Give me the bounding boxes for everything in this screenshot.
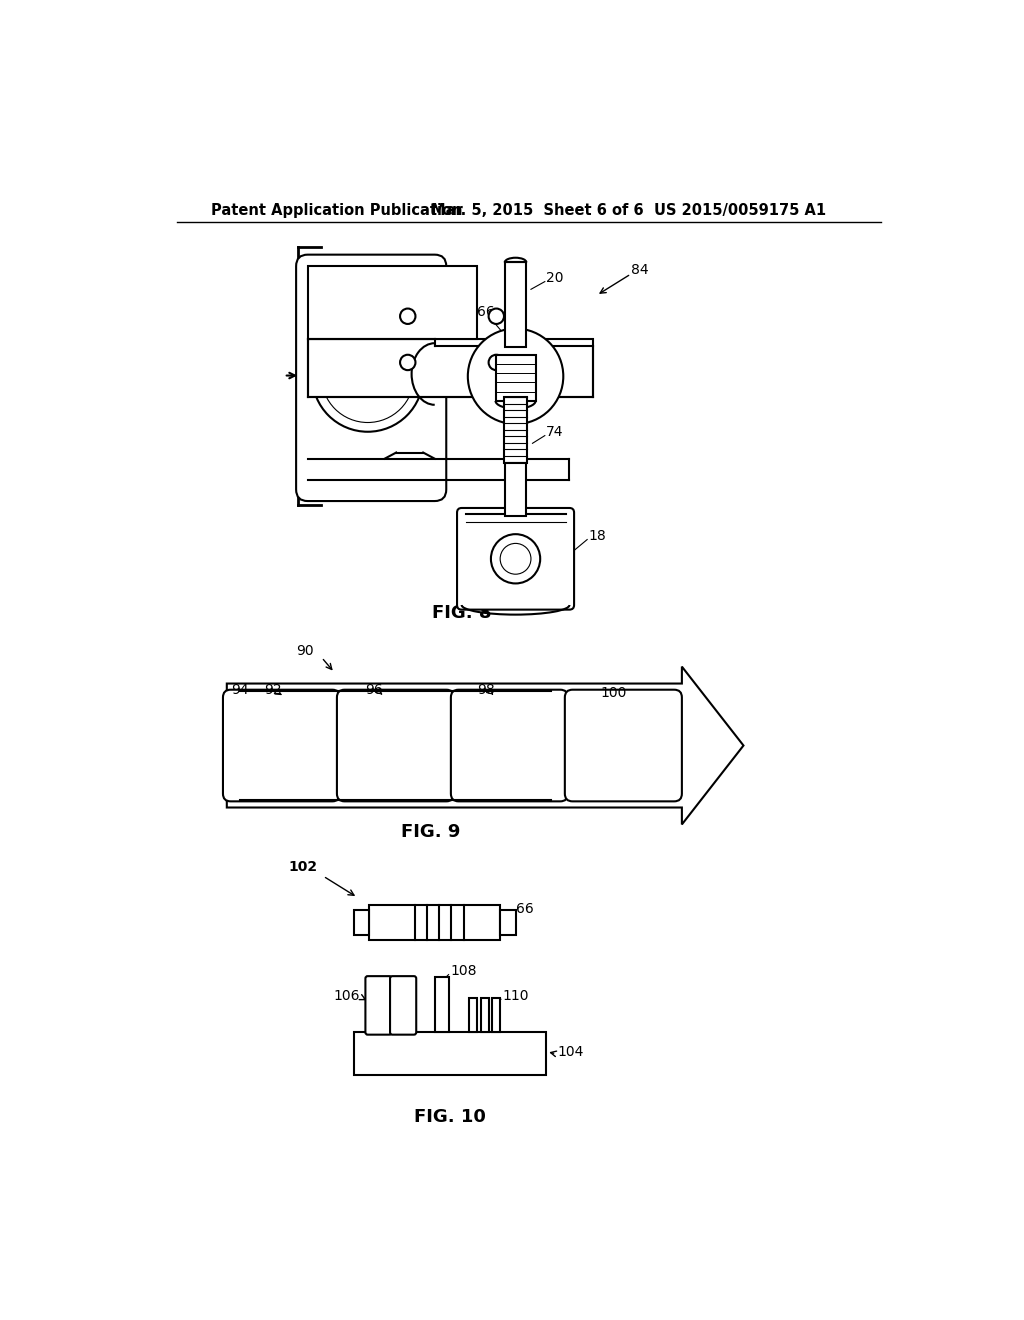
- Text: 96: 96: [366, 682, 383, 697]
- Bar: [493, 998, 500, 1032]
- Text: FIG. 9: FIG. 9: [401, 824, 461, 841]
- Text: 104: 104: [558, 1044, 585, 1059]
- Text: 92: 92: [264, 682, 282, 697]
- FancyBboxPatch shape: [337, 689, 454, 801]
- FancyBboxPatch shape: [390, 977, 416, 1035]
- Bar: [469, 998, 477, 1032]
- Circle shape: [400, 355, 416, 370]
- Bar: [504, 397, 527, 462]
- Circle shape: [500, 544, 531, 574]
- Text: FIG. 8: FIG. 8: [432, 603, 492, 622]
- FancyBboxPatch shape: [457, 508, 574, 610]
- Text: 106: 106: [333, 989, 359, 1003]
- Text: 100: 100: [600, 686, 627, 700]
- Text: Patent Application Publication: Patent Application Publication: [211, 203, 463, 218]
- Text: 94: 94: [230, 682, 248, 697]
- Circle shape: [312, 321, 423, 432]
- Bar: [505, 462, 526, 516]
- Bar: [354, 1032, 547, 1074]
- Text: 108: 108: [451, 964, 476, 978]
- Circle shape: [468, 329, 563, 424]
- Text: 66: 66: [515, 902, 534, 916]
- Text: FIG. 10: FIG. 10: [414, 1107, 486, 1126]
- FancyBboxPatch shape: [296, 255, 446, 502]
- Bar: [481, 998, 488, 1032]
- Bar: [500, 911, 515, 935]
- Bar: [370, 906, 500, 940]
- Text: 84: 84: [631, 263, 648, 277]
- Text: 74: 74: [547, 425, 564, 438]
- Polygon shape: [226, 667, 743, 825]
- Bar: [496, 355, 536, 401]
- Text: 70: 70: [578, 359, 595, 374]
- Text: 98: 98: [477, 682, 495, 697]
- Text: 102: 102: [289, 859, 317, 874]
- Bar: [505, 263, 526, 347]
- Circle shape: [400, 309, 416, 323]
- Circle shape: [488, 309, 504, 323]
- FancyBboxPatch shape: [451, 689, 568, 801]
- FancyBboxPatch shape: [223, 689, 340, 801]
- Text: 76: 76: [565, 379, 584, 392]
- Text: 66: 66: [477, 305, 495, 319]
- Bar: [435, 977, 449, 1032]
- Circle shape: [488, 355, 504, 370]
- Text: US 2015/0059175 A1: US 2015/0059175 A1: [654, 203, 826, 218]
- Text: Mar. 5, 2015  Sheet 6 of 6: Mar. 5, 2015 Sheet 6 of 6: [431, 203, 643, 218]
- Circle shape: [490, 535, 541, 583]
- Circle shape: [322, 330, 414, 422]
- FancyBboxPatch shape: [565, 689, 682, 801]
- FancyBboxPatch shape: [366, 977, 391, 1035]
- Bar: [307, 339, 593, 397]
- Text: 110: 110: [503, 989, 529, 1003]
- Bar: [307, 267, 477, 339]
- Text: 18: 18: [589, 529, 606, 543]
- Text: 20: 20: [547, 271, 564, 285]
- Text: 90: 90: [296, 644, 313, 659]
- Bar: [354, 911, 370, 935]
- Text: 72: 72: [569, 342, 587, 356]
